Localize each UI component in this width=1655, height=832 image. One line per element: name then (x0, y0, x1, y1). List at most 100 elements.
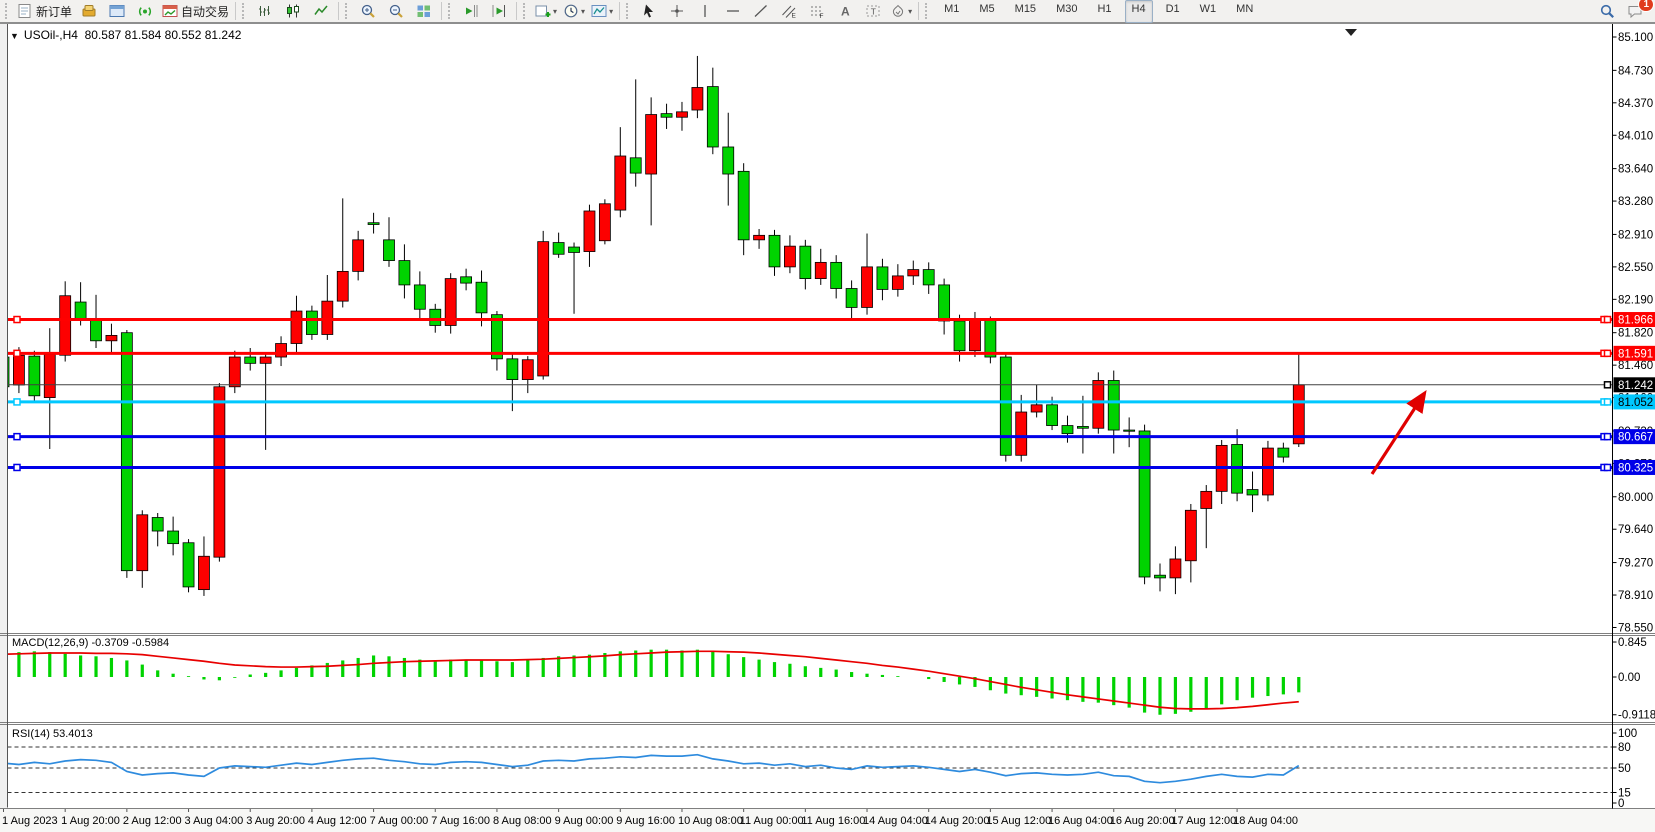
candle-bear (845, 288, 858, 308)
candle-bull (336, 270, 349, 302)
fibonacci-icon[interactable]: F (803, 0, 831, 23)
tf-mn[interactable]: MN (1226, 0, 1263, 23)
new-order-button-glyph (17, 3, 33, 19)
macd-signal-line (7, 650, 1299, 710)
chart-shift-icon[interactable] (457, 0, 485, 23)
bar-chart-icon[interactable] (251, 0, 279, 23)
tf-d1[interactable]: D1 (1156, 0, 1190, 23)
template-icon[interactable]: ▾ (588, 0, 616, 23)
tf-m1[interactable]: M1 (934, 0, 969, 23)
candle-bear (1123, 429, 1136, 432)
text-icon[interactable]: A (831, 0, 859, 23)
tf-m30[interactable]: M30 (1046, 0, 1087, 23)
toolbar-grip (5, 3, 11, 19)
new-order-button[interactable]: 新订单 (14, 0, 75, 23)
vertical-line-icon[interactable] (691, 0, 719, 23)
candle-bull (259, 356, 272, 364)
channel-icon[interactable]: E (775, 0, 803, 23)
trendline-icon[interactable] (747, 0, 775, 23)
period-icon[interactable]: ▾ (560, 0, 588, 23)
terminal-icon[interactable] (75, 0, 103, 23)
candle-bull (521, 359, 534, 380)
chart-ohlc-values: 80.587 81.584 80.552 81.242 (84, 28, 242, 42)
rsi-axis-label: 50 (1618, 763, 1631, 775)
candle-bull (784, 245, 796, 268)
text-label-icon[interactable]: T (859, 0, 887, 23)
chart-shift-icon-glyph (463, 3, 479, 19)
candlestick-chart-icon[interactable] (279, 0, 307, 23)
candle-bull (1292, 384, 1305, 445)
search-icon[interactable] (1593, 0, 1621, 23)
toolbar-grip (345, 3, 351, 19)
add-indicator-icon-glyph (535, 3, 551, 19)
toolbar-grip (242, 3, 248, 19)
autotrade-button[interactable]: 自动交易 (159, 0, 232, 23)
shapes-icon[interactable]: ▾ (887, 0, 915, 23)
tf-w1[interactable]: W1 (1190, 0, 1227, 23)
price-badge-value: 81.966 (1618, 315, 1653, 327)
zoom-out-icon[interactable] (382, 0, 410, 23)
candle-bull (43, 353, 56, 399)
toolbar-grip (448, 3, 454, 19)
price-tick-label: 83.280 (1618, 196, 1653, 208)
tf-h1[interactable]: H1 (1087, 0, 1121, 23)
candle-bear (305, 310, 318, 335)
cursor-icon[interactable] (635, 0, 663, 23)
chevron-down-icon: ▾ (581, 6, 586, 16)
candle-bear (1154, 574, 1166, 579)
candle-bear (984, 318, 997, 358)
tile-windows-icon[interactable] (410, 0, 438, 23)
time-tick-label: 9 Aug 00:00 (555, 815, 614, 827)
tf-m15[interactable]: M15 (1005, 0, 1046, 23)
price-tick-label: 80.000 (1618, 492, 1653, 504)
text-label-icon-glyph: T (865, 3, 881, 19)
candle-bull (1030, 404, 1043, 413)
candle-bull (969, 318, 981, 352)
candle-bear (568, 246, 580, 253)
candle-bear (706, 86, 719, 148)
signals-icon[interactable] (131, 0, 159, 23)
price-tick-label: 84.730 (1618, 65, 1653, 77)
arrow-object[interactable] (1370, 389, 1427, 475)
navigator-icon[interactable] (103, 0, 131, 23)
candle-bull (907, 269, 920, 277)
zoom-in-icon-glyph (360, 3, 376, 19)
autotrade-button-glyph (162, 3, 178, 19)
candle-bull (275, 343, 287, 358)
horizontal-line-icon[interactable] (719, 0, 747, 23)
price-axis[interactable]: 85.100 84.730 84.370 84.010 83.640 83.280 82.9… (1603, 32, 1655, 810)
crosshair-icon[interactable] (663, 0, 691, 23)
candle-bull (13, 354, 25, 386)
candle-bear (7, 356, 10, 388)
candle-bull (614, 155, 627, 211)
chevron-down-icon[interactable]: ▼ (10, 31, 19, 41)
candle-bull (321, 300, 334, 335)
zoom-in-icon[interactable] (354, 0, 382, 23)
tf-m1-label: M1 (944, 2, 960, 15)
add-indicator-icon[interactable]: ▾ (532, 0, 560, 23)
candlestick-chart-icon-glyph (285, 3, 301, 19)
price-tick-label: 82.190 (1618, 294, 1653, 306)
rsi-axis-label: 80 (1618, 742, 1631, 754)
time-axis[interactable]: 1 Aug 2023 1 Aug 20:00 2 Aug 12:00 3 Aug 04… (2, 809, 1298, 827)
chart-title[interactable]: ▼ USOil-,H4 80.587 81.584 80.552 81.242 (10, 28, 241, 42)
time-tick-label: 15 Aug 12:00 (986, 815, 1051, 827)
price-tick-label: 82.910 (1618, 229, 1653, 241)
time-tick-label: 14 Aug 04:00 (863, 815, 928, 827)
tf-h1-label: H1 (1097, 2, 1112, 15)
rsi-value: 53.4013 (52, 728, 93, 740)
crosshair-icon-glyph (669, 3, 685, 19)
chat-icon[interactable]: 1 (1621, 0, 1654, 23)
tf-h4[interactable]: H4 (1122, 0, 1156, 23)
time-tick-label: 16 Aug 04:00 (1048, 815, 1113, 827)
line-chart-icon[interactable] (307, 0, 335, 23)
price-badge-value: 80.667 (1618, 432, 1653, 444)
tf-m5[interactable]: M5 (969, 0, 1004, 23)
signals-icon-glyph (137, 3, 153, 19)
auto-scroll-icon[interactable] (485, 0, 513, 23)
chevron-down-icon: ▾ (908, 6, 913, 16)
time-tick-label: 2 Aug 12:00 (123, 815, 182, 827)
new-order-button-label: 新订单 (36, 4, 73, 19)
